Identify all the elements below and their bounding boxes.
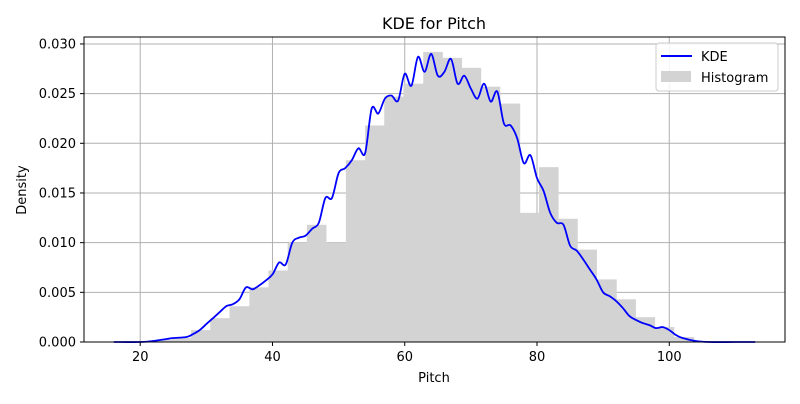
x-axis-title: Pitch (418, 371, 450, 386)
histogram-bar-22 (538, 167, 559, 342)
y-tick-label-6: 0.030 (39, 37, 76, 52)
histogram-bar-17 (442, 57, 463, 343)
histogram-bars (152, 51, 714, 343)
histogram-bar-7 (249, 287, 269, 342)
histogram-bar-9 (287, 242, 308, 342)
histogram-bar-13 (365, 125, 385, 342)
y-tick-label-2: 0.010 (39, 236, 76, 251)
histogram-bar-14 (384, 96, 404, 342)
x-tick-label-4: 100 (657, 350, 682, 365)
histogram-bar-12 (345, 160, 366, 342)
histogram-bar-3 (171, 338, 192, 342)
histogram-bar-4 (191, 330, 211, 342)
histogram-bar-21 (519, 212, 540, 342)
histogram-bar-26 (616, 299, 636, 342)
y-tick-label-5: 0.025 (39, 87, 76, 102)
histogram-bar-20 (499, 103, 521, 343)
y-tick-label-4: 0.020 (39, 137, 76, 152)
x-tick-label-0: 20 (132, 350, 149, 365)
kde-line (113, 52, 756, 343)
histogram-bar-19 (480, 86, 501, 342)
histogram-bar-28 (654, 327, 675, 342)
histogram-bar-5 (210, 318, 230, 342)
histogram-bar-24 (577, 249, 597, 342)
legend: KDE Histogram (655, 42, 779, 92)
legend-kde-label: KDE (701, 50, 728, 65)
histogram-bar-29 (673, 337, 695, 342)
histogram-bar-15 (403, 83, 424, 342)
histogram-bar-8 (268, 270, 289, 342)
x-tick-label-2: 60 (396, 350, 413, 365)
plot-frame (83, 36, 786, 343)
legend-histogram-swatch (661, 71, 691, 82)
histogram-bar-6 (229, 306, 250, 342)
histogram-bar-25 (596, 279, 617, 342)
legend-histogram-label: Histogram (701, 71, 768, 86)
histogram-bar-2 (152, 340, 173, 342)
histogram-bar-11 (326, 242, 347, 342)
y-tick-label-3: 0.015 (39, 186, 76, 201)
histogram-bar-10 (306, 224, 327, 342)
chart-title: KDE for Pitch (382, 14, 486, 33)
x-axis: 20 40 60 80 100 (132, 342, 682, 365)
y-axis: 0.000 0.005 0.010 0.015 0.020 0.025 0.030 (39, 37, 84, 351)
y-axis-title: Density (15, 165, 30, 215)
x-tick-label-3: 80 (529, 350, 546, 365)
y-tick-label-1: 0.005 (39, 286, 76, 301)
y-tick-label-0: 0.000 (39, 336, 76, 351)
histogram-bar-16 (423, 51, 443, 342)
histogram-bar-27 (635, 317, 656, 342)
histogram-bar-23 (558, 218, 578, 342)
kde-line-group (113, 52, 756, 343)
histogram-bar-18 (461, 67, 482, 343)
x-tick-label-1: 40 (264, 350, 281, 365)
